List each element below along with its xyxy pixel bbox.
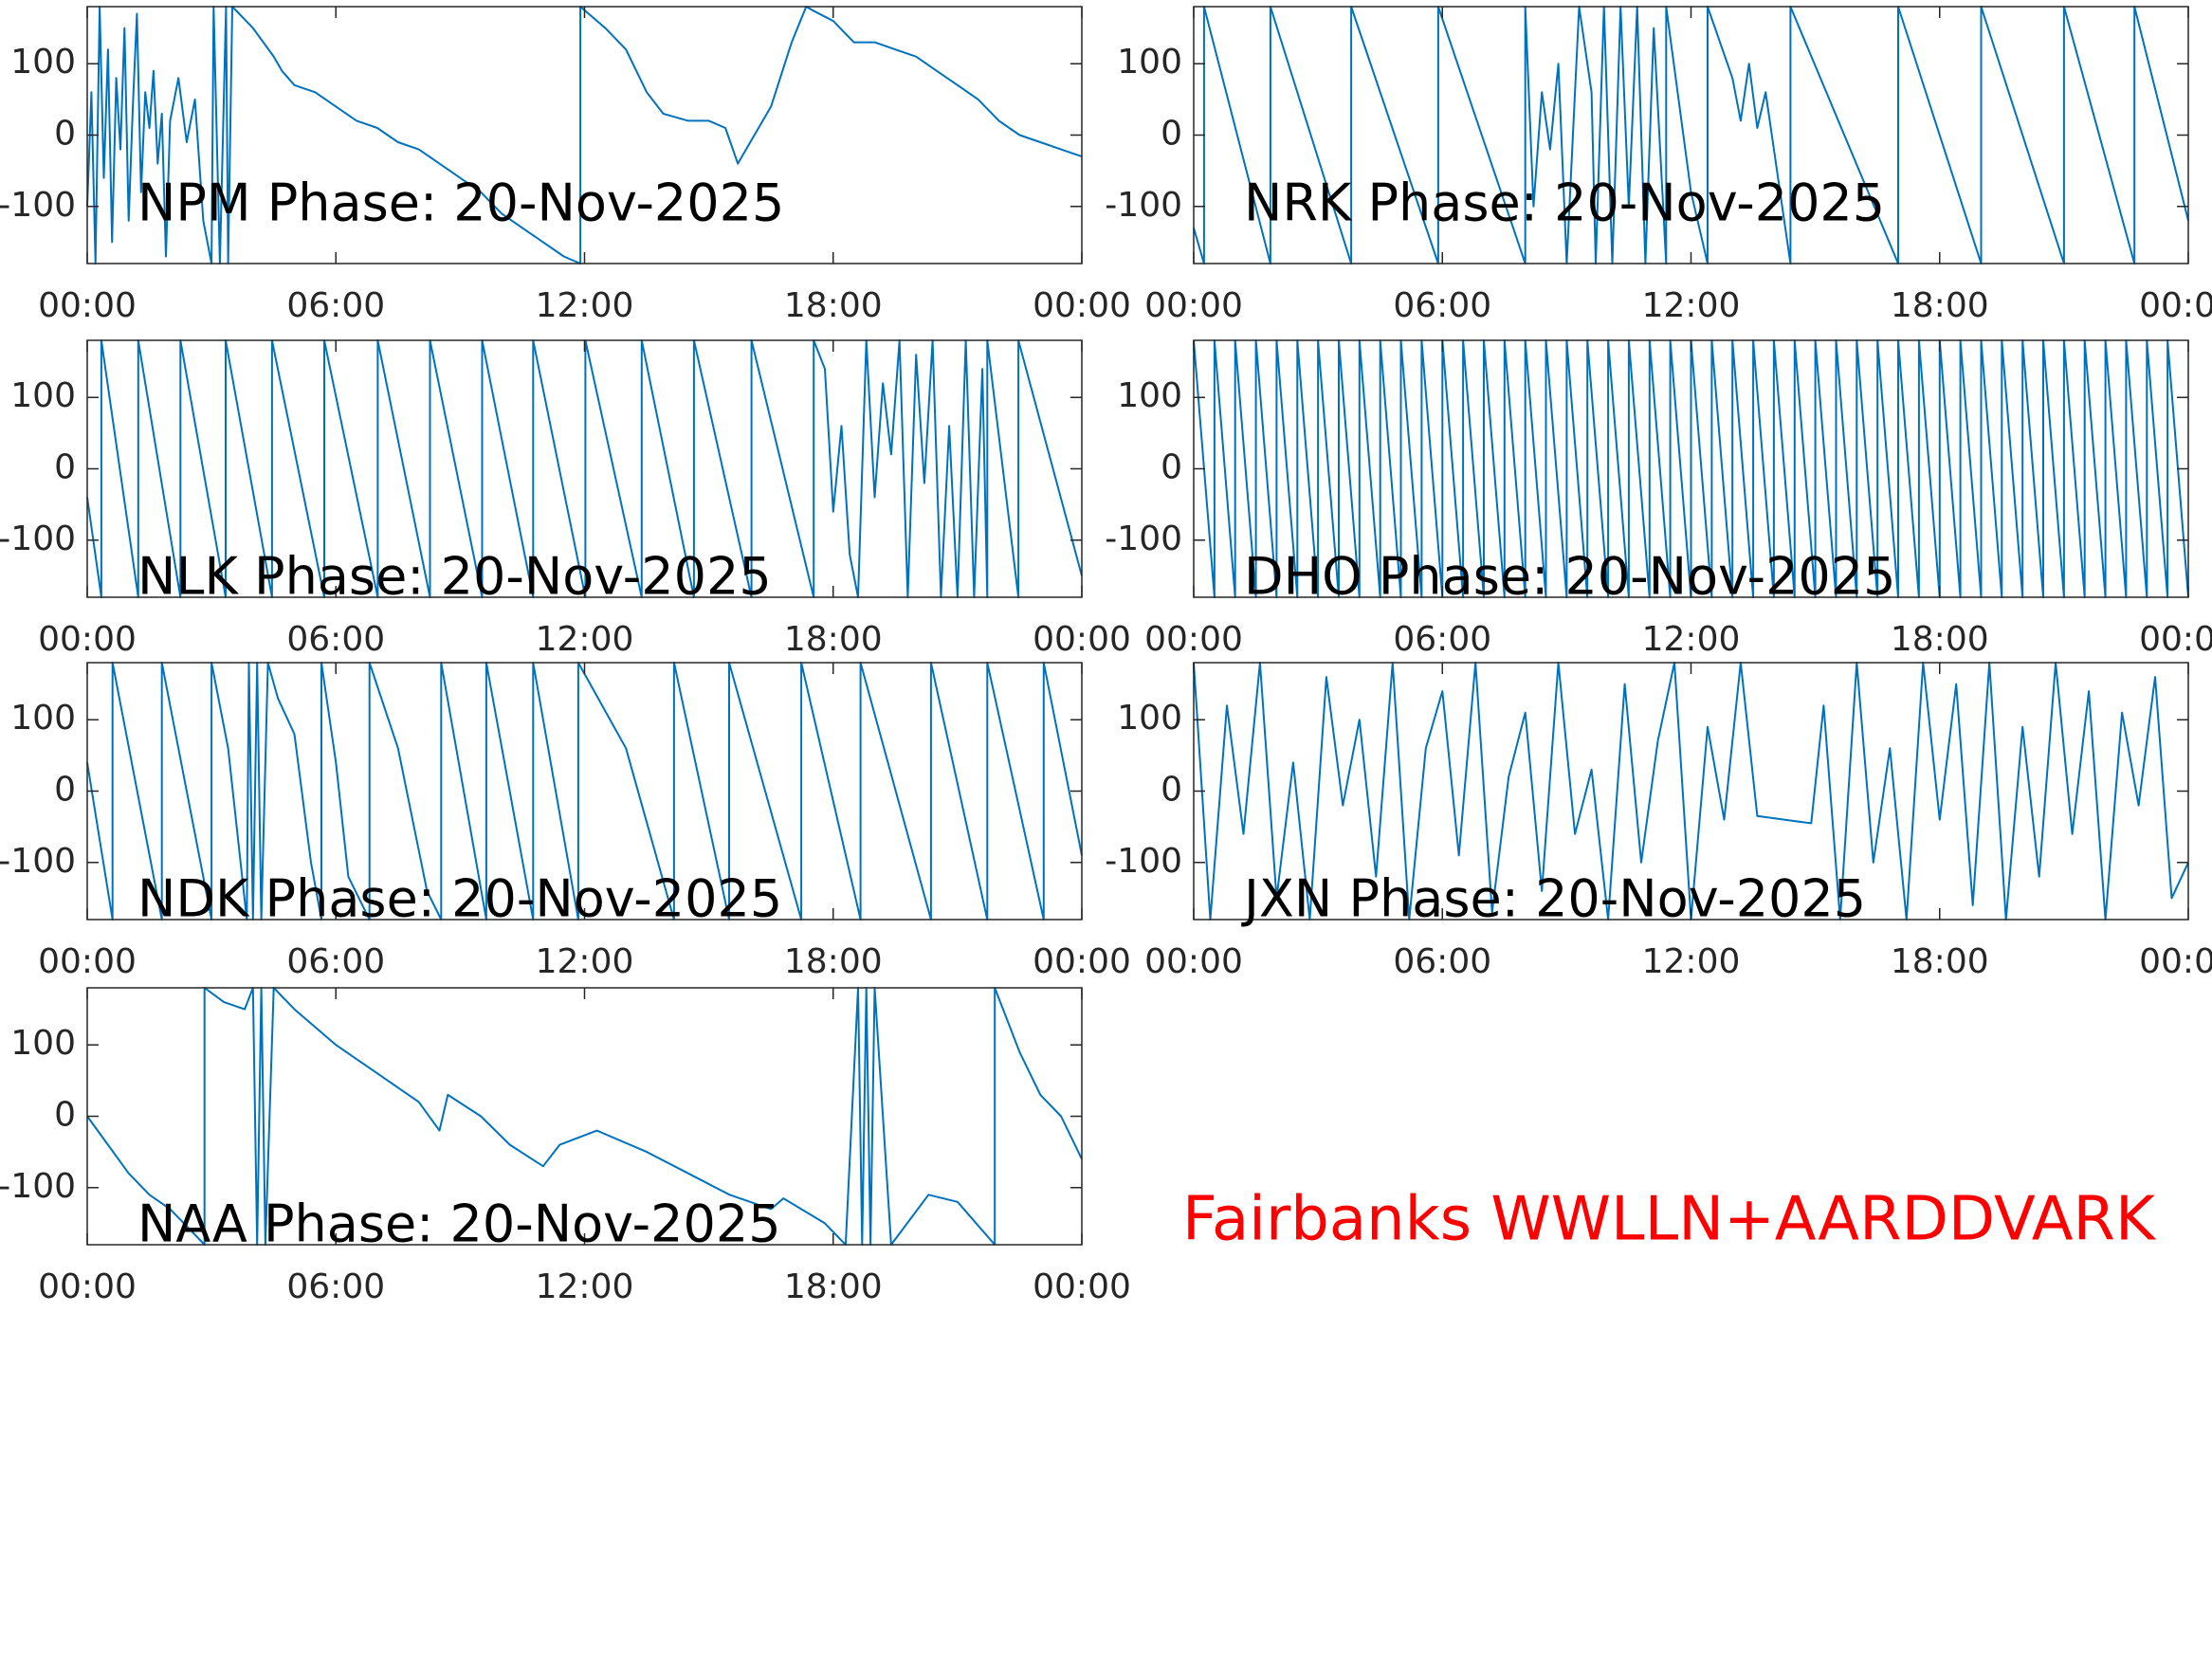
subplot-title: NAA Phase: 20-Nov-2025 (137, 1194, 781, 1254)
x-tick-label: 12:00 (536, 1267, 634, 1306)
y-tick-label: 0 (54, 1096, 76, 1135)
subplot-title: NDK Phase: 20-Nov-2025 (137, 869, 782, 929)
x-tick-label: 00:00 (38, 620, 137, 659)
x-tick-label: 00:00 (1033, 1267, 1131, 1306)
phase-line (86, 987, 1083, 1246)
y-tick-label: 100 (1117, 43, 1182, 82)
x-tick-label: 18:00 (784, 620, 883, 659)
x-tick-label: 18:00 (1891, 620, 1989, 659)
y-tick-label: -100 (0, 520, 76, 558)
y-tick-label: 0 (54, 448, 76, 487)
subplot: -100 0 100 00:00 06:00 12:00 18:00 00:00 JXN Pha… (1105, 662, 2212, 981)
x-tick-label: 18:00 (1891, 942, 1989, 981)
y-tick-label: 100 (1117, 376, 1182, 415)
x-tick-label: 00:00 (2139, 620, 2212, 659)
y-tick-label: 100 (10, 1024, 76, 1063)
x-tick-label: 06:00 (286, 942, 385, 981)
x-tick-label: 00:00 (2139, 942, 2212, 981)
y-tick-label: -100 (0, 842, 76, 881)
x-tick-label: 06:00 (286, 620, 385, 659)
x-tick-label: 12:00 (1642, 620, 1741, 659)
x-tick-label: 06:00 (286, 286, 385, 325)
x-tick-label: 00:00 (38, 286, 137, 325)
y-tick-label: -100 (1105, 520, 1182, 558)
x-tick-label: 00:00 (2139, 286, 2212, 325)
y-tick-label: -100 (1105, 186, 1182, 225)
x-tick-label: 06:00 (286, 1267, 385, 1306)
y-tick-label: 0 (54, 771, 76, 810)
y-tick-label: -100 (1105, 842, 1182, 881)
x-tick-label: 12:00 (536, 620, 634, 659)
y-tick-label: 0 (54, 115, 76, 154)
x-tick-label: 18:00 (784, 286, 883, 325)
x-tick-label: 06:00 (1393, 942, 1491, 981)
y-tick-label: 0 (1161, 771, 1182, 810)
caption: Fairbanks WWLLN+AARDDVARK (1182, 1185, 2157, 1255)
x-tick-label: 06:00 (1393, 286, 1491, 325)
subplot-title: DHO Phase: 20-Nov-2025 (1244, 547, 1896, 607)
x-tick-label: 00:00 (1033, 286, 1131, 325)
subplot-title: JXN Phase: 20-Nov-2025 (1241, 869, 1866, 929)
x-tick-label: 06:00 (1393, 620, 1491, 659)
x-tick-label: 12:00 (536, 942, 634, 981)
phase-line (1193, 339, 2189, 598)
y-tick-label: 100 (1117, 699, 1182, 738)
x-tick-label: 18:00 (1891, 286, 1989, 325)
subplot: -100 0 100 00:00 06:00 12:00 18:00 00:00 NPM Pha… (0, 6, 1131, 325)
y-tick-label: 0 (1161, 115, 1182, 154)
phase-line (86, 339, 1083, 598)
y-tick-label: 100 (10, 376, 76, 415)
y-tick-label: -100 (0, 186, 76, 225)
subplot-title: NLK Phase: 20-Nov-2025 (137, 547, 772, 607)
plot-area (1194, 663, 2188, 920)
x-tick-label: 18:00 (784, 1267, 883, 1306)
x-tick-label: 00:00 (1144, 620, 1243, 659)
x-tick-label: 00:00 (38, 942, 137, 981)
x-tick-label: 00:00 (1033, 942, 1131, 981)
x-tick-label: 12:00 (1642, 942, 1741, 981)
x-tick-label: 18:00 (784, 942, 883, 981)
x-tick-label: 00:00 (1144, 942, 1243, 981)
y-tick-label: 100 (10, 43, 76, 82)
subplot-title: NRK Phase: 20-Nov-2025 (1244, 173, 1885, 233)
x-tick-label: 00:00 (1033, 620, 1131, 659)
x-tick-label: 00:00 (38, 1267, 137, 1306)
y-tick-label: 0 (1161, 448, 1182, 487)
x-tick-label: 12:00 (1642, 286, 1741, 325)
phase-line (86, 6, 1083, 264)
x-tick-label: 00:00 (1144, 286, 1243, 325)
x-tick-label: 12:00 (536, 286, 634, 325)
y-tick-label: -100 (0, 1167, 76, 1206)
subplot: -100 0 100 00:00 06:00 12:00 18:00 00:00 NRK Pha… (1105, 6, 2212, 325)
y-tick-label: 100 (10, 699, 76, 738)
plot-area (87, 7, 1082, 264)
subplot-title: NPM Phase: 20-Nov-2025 (137, 173, 784, 233)
